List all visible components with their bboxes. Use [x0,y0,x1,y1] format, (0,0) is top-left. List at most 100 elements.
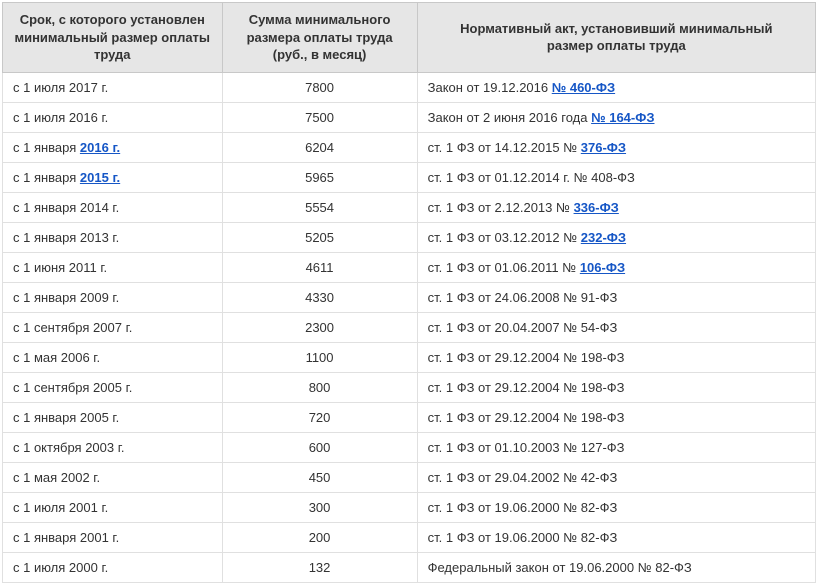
act-link[interactable]: 232-ФЗ [581,230,626,245]
cell-sum: 2300 [222,312,417,342]
cell-sum: 5554 [222,192,417,222]
act-text: ст. 1 ФЗ от 19.06.2000 № 82-ФЗ [428,500,618,515]
cell-sum: 4330 [222,282,417,312]
cell-act: ст. 1 ФЗ от 2.12.2013 № 336-ФЗ [417,192,815,222]
table-header: Срок, с которого установлен минимальный … [3,3,816,73]
col-header-sum: Сумма минимального размера оплаты труда(… [222,3,417,73]
date-text: с 1 июня 2011 г. [13,260,107,275]
cell-sum: 132 [222,552,417,582]
act-text: Закон от 2 июня 2016 года [428,110,592,125]
act-text: ст. 1 ФЗ от 29.12.2004 № 198-ФЗ [428,410,625,425]
table-row: с 1 октября 2003 г. 600 ст. 1 ФЗ от 01.10.… [3,432,816,462]
cell-date: с 1 июня 2011 г. [3,252,223,282]
table-row: с 1 января 2001 г.200ст. 1 ФЗ от 19.06.2… [3,522,816,552]
col-header-act: Нормативный акт, установивший минимальны… [417,3,815,73]
table-row: с 1 января 2013 г. 5205 ст. 1 ФЗ от 03.12.… [3,222,816,252]
date-text: с 1 октября 2003 г. [13,440,125,455]
cell-act: ст. 1 ФЗ от 14.12.2015 № 376-ФЗ [417,132,815,162]
cell-act: Федеральный закон от 19.06.2000 № 82-ФЗ [417,552,815,582]
table-row: с 1 сентября 2005 г. 800 ст. 1 ФЗ от 29.12… [3,372,816,402]
act-text: ст. 1 ФЗ от 01.10.2003 № 127-ФЗ [428,440,625,455]
date-text: с 1 июля 2017 г. [13,80,108,95]
act-text: ст. 1 ФЗ от 01.12.2014 г. № 408-ФЗ [428,170,635,185]
table-container: Срок, с которого установлен минимальный … [0,0,818,585]
date-link[interactable]: 2015 г. [80,170,120,185]
table-row: с 1 сентября 2007 г.2300ст. 1 ФЗ от 20.0… [3,312,816,342]
cell-act: ст. 1 ФЗ от 29.12.2004 № 198-ФЗ [417,372,815,402]
cell-date: с 1 октября 2003 г. [3,432,223,462]
table-row: с 1 января 2014 г.5554ст. 1 ФЗ от 2.12.2… [3,192,816,222]
cell-date: с 1 января 2016 г. [3,132,223,162]
table-row: с 1 июля 2017 г.7800Закон от 19.12.2016 … [3,72,816,102]
act-text: ст. 1 ФЗ от 24.06.2008 № 91-ФЗ [428,290,618,305]
cell-date: с 1 января 2015 г. [3,162,223,192]
cell-date: с 1 мая 2006 г. [3,342,223,372]
cell-act: ст. 1 ФЗ от 29.12.2004 № 198-ФЗ [417,402,815,432]
act-text: Федеральный закон от 19.06.2000 № 82-ФЗ [428,560,692,575]
cell-act: ст. 1 ФЗ от 19.06.2000 № 82-ФЗ [417,492,815,522]
cell-act: ст. 1 ФЗ от 29.04.2002 № 42-ФЗ [417,462,815,492]
table-body: с 1 июля 2017 г.7800Закон от 19.12.2016 … [3,72,816,582]
date-text: с 1 января 2013 г. [13,230,119,245]
cell-date: с 1 января 2009 г. [3,282,223,312]
act-link[interactable]: 336-ФЗ [574,200,619,215]
date-text: с 1 мая 2006 г. [13,350,100,365]
cell-act: Закон от 19.12.2016 № 460-ФЗ [417,72,815,102]
date-text: с 1 января 2009 г. [13,290,119,305]
cell-sum: 6204 [222,132,417,162]
cell-act: ст. 1 ФЗ от 29.12.2004 № 198-ФЗ [417,342,815,372]
cell-date: с 1 июля 2001 г. [3,492,223,522]
date-text: с 1 июля 2016 г. [13,110,108,125]
cell-sum: 720 [222,402,417,432]
cell-sum: 450 [222,462,417,492]
date-text: с 1 января 2005 г. [13,410,119,425]
date-text: с 1 января 2014 г. [13,200,119,215]
table-row: с 1 мая 2002 г. 450 ст. 1 ФЗ от 29.04.2002… [3,462,816,492]
date-text: с 1 января [13,140,80,155]
cell-sum: 800 [222,372,417,402]
cell-sum: 4611 [222,252,417,282]
table-row: с 1 мая 2006 г. 1100ст. 1 ФЗ от 29.12.200… [3,342,816,372]
cell-date: с 1 января 2005 г. [3,402,223,432]
cell-sum: 600 [222,432,417,462]
act-link[interactable]: № 460-ФЗ [552,80,615,95]
cell-date: с 1 сентября 2005 г. [3,372,223,402]
cell-act: ст. 1 ФЗ от 01.12.2014 г. № 408-ФЗ [417,162,815,192]
date-link[interactable]: 2016 г. [80,140,120,155]
cell-sum: 300 [222,492,417,522]
act-link[interactable]: 376-ФЗ [581,140,626,155]
table-row: с 1 июля 2001 г.300 ст. 1 ФЗ от 19.06.200… [3,492,816,522]
table-row: с 1 января 2015 г.5965 ст. 1 ФЗ от 01.12.… [3,162,816,192]
cell-date: с 1 января 2001 г. [3,522,223,552]
act-link[interactable]: № 164-ФЗ [591,110,654,125]
cell-date: с 1 июля 2017 г. [3,72,223,102]
table-row: с 1 июля 2000 г. 132 Федеральный закон от … [3,552,816,582]
cell-sum: 5205 [222,222,417,252]
table-row: с 1 июня 2011 г. 4611 ст. 1 ФЗ от 01.06.20… [3,252,816,282]
cell-date: с 1 января 2013 г. [3,222,223,252]
table-row: с 1 января 2016 г.6204ст. 1 ФЗ от 14.12.… [3,132,816,162]
cell-sum: 200 [222,522,417,552]
table-row: с 1 января 2005 г. 720 ст. 1 ФЗ от 29.12.2… [3,402,816,432]
table-row: с 1 января 2009 г. 4330 ст. 1 ФЗ от 24.06.… [3,282,816,312]
date-text: с 1 мая 2002 г. [13,470,100,485]
date-text: с 1 июля 2000 г. [13,560,108,575]
act-text: Закон от 19.12.2016 [428,80,552,95]
act-text: ст. 1 ФЗ от 29.12.2004 № 198-ФЗ [428,380,625,395]
cell-date: с 1 мая 2002 г. [3,462,223,492]
cell-act: ст. 1 ФЗ от 24.06.2008 № 91-ФЗ [417,282,815,312]
act-text: ст. 1 ФЗ от 29.04.2002 № 42-ФЗ [428,470,618,485]
cell-date: с 1 июля 2016 г. [3,102,223,132]
cell-act: Закон от 2 июня 2016 года № 164-ФЗ [417,102,815,132]
act-text: ст. 1 ФЗ от 01.06.2011 № [428,260,580,275]
cell-date: с 1 июля 2000 г. [3,552,223,582]
act-link[interactable]: 106-ФЗ [580,260,625,275]
cell-act: ст. 1 ФЗ от 20.04.2007 № 54-ФЗ [417,312,815,342]
act-text: ст. 1 ФЗ от 20.04.2007 № 54-ФЗ [428,320,618,335]
date-text: с 1 сентября 2005 г. [13,380,132,395]
cell-sum: 1100 [222,342,417,372]
cell-sum: 5965 [222,162,417,192]
act-text: ст. 1 ФЗ от 03.12.2012 № [428,230,581,245]
act-text: ст. 1 ФЗ от 2.12.2013 № [428,200,574,215]
col-header-date: Срок, с которого установлен минимальный … [3,3,223,73]
